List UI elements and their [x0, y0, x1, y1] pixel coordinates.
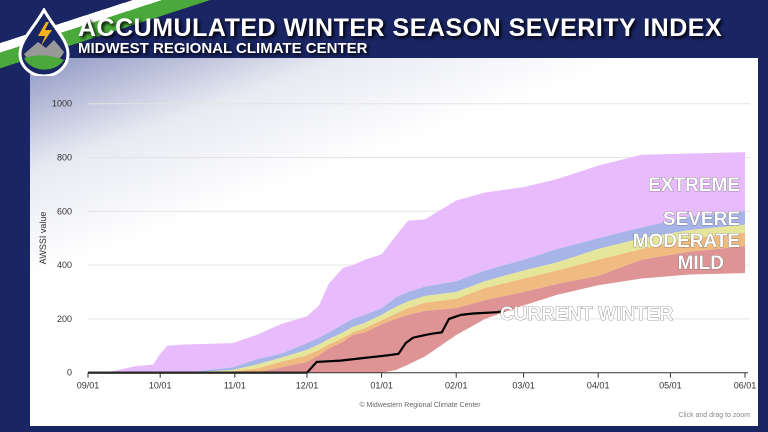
page-subtitle: MIDWEST REGIONAL CLIMATE CENTER — [78, 40, 368, 57]
band-extreme — [88, 152, 745, 373]
credit-text: © Midwestern Regional Climate Center — [359, 401, 481, 409]
label-moderate: MODERATE — [633, 231, 740, 252]
y-tick-label: 800 — [57, 153, 72, 163]
x-tick-label: 10/01 — [149, 381, 172, 391]
x-tick-label: 11/01 — [224, 381, 246, 391]
band-mild — [88, 232, 745, 373]
label-severe: SEVERE — [663, 209, 740, 230]
label-current-winter: CURRENT WINTER — [500, 304, 673, 325]
page-title: ACCUMULATED WINTER SEASON SEVERITY INDEX — [78, 14, 723, 42]
x-tick-label: 01/01 — [370, 381, 393, 391]
x-tick-label: 06/01 — [734, 381, 757, 391]
x-tick-label: 12/01 — [296, 381, 319, 391]
band-moderate — [88, 224, 745, 373]
band-min — [88, 246, 745, 373]
zoom-hint: Click and drag to zoom — [678, 412, 750, 419]
mrcc-logo-icon — [18, 8, 70, 76]
y-tick-label: 200 — [57, 314, 72, 324]
x-tick-label: 05/01 — [659, 381, 682, 391]
label-mild: MILD — [678, 253, 724, 274]
y-tick-label: 1000 — [52, 99, 72, 109]
x-tick-label: 02/01 — [445, 381, 468, 391]
y-tick-label: 600 — [57, 206, 72, 216]
y-tick-label: 0 — [67, 368, 72, 378]
x-tick-label: 09/01 — [77, 381, 100, 391]
band-severe — [88, 211, 745, 373]
label-extreme: EXTREME — [648, 175, 740, 196]
x-tick-label: 03/01 — [512, 381, 535, 391]
y-tick-label: 400 — [57, 260, 72, 270]
current-winter-line — [88, 309, 505, 374]
x-tick-label: 04/01 — [587, 381, 610, 391]
y-axis-label: AWSSI value — [38, 212, 48, 265]
